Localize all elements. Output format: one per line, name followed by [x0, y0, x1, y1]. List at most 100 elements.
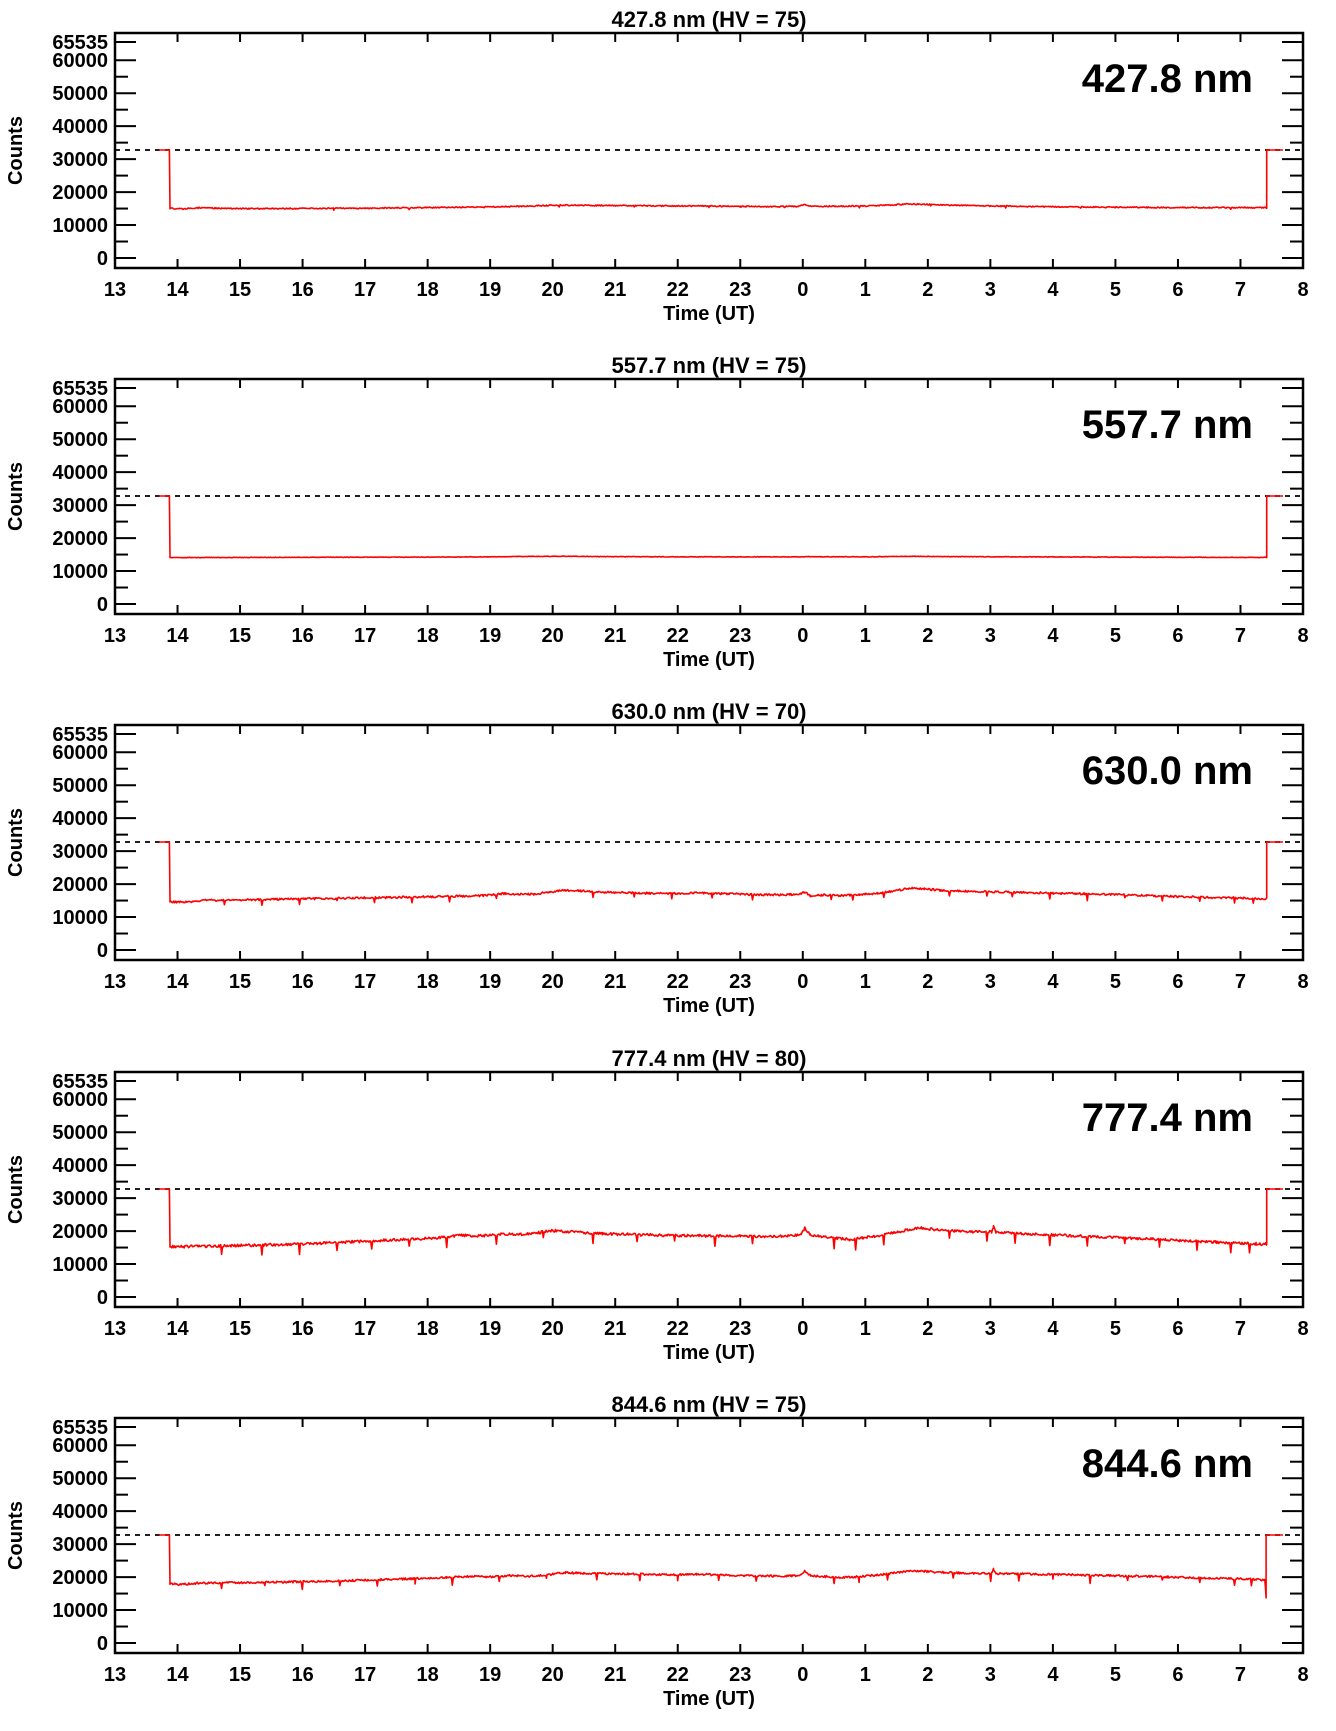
y-tick-label: 0 [97, 248, 108, 270]
y-tick-label: 0 [97, 1287, 108, 1309]
x-tick-label: 4 [1047, 279, 1059, 301]
x-axis-title: Time (UT) [663, 995, 755, 1017]
y-tick-label: 40000 [52, 808, 108, 830]
y-tick-label: 10000 [52, 215, 108, 237]
y-tick-label: 60000 [52, 396, 108, 418]
wavelength-label: 557.7 nm [1082, 403, 1253, 447]
x-tick-label: 0 [797, 1318, 808, 1340]
x-tick-label: 19 [479, 1318, 501, 1340]
data-line [158, 841, 1283, 907]
y-tick-label: 30000 [52, 1534, 108, 1556]
x-tick-label: 5 [1110, 1318, 1121, 1340]
y-tick-label: 10000 [52, 1600, 108, 1622]
x-tick-label: 19 [479, 971, 501, 993]
x-tick-label: 2 [922, 279, 933, 301]
x-tick-label: 15 [229, 1664, 251, 1686]
y-tick-label: 30000 [52, 495, 108, 517]
x-tick-label: 19 [479, 625, 501, 647]
y-tick-label: 30000 [52, 149, 108, 171]
wavelength-label: 844.6 nm [1082, 1442, 1253, 1486]
x-tick-label: 0 [797, 971, 808, 993]
y-tick-label: 60000 [52, 1435, 108, 1457]
x-tick-label: 14 [166, 1664, 189, 1686]
x-tick-label: 7 [1235, 279, 1246, 301]
x-tick-label: 22 [667, 971, 689, 993]
data-line [158, 1188, 1283, 1256]
x-tick-label: 2 [922, 1664, 933, 1686]
x-tick-label: 1 [860, 971, 871, 993]
x-axis-ticks: 13 14 15 16 17 18 19 20 21 22 23 0 1 2 3 4 5 6 7 8 [104, 379, 1309, 647]
x-tick-label: 23 [729, 625, 751, 647]
x-tick-label: 18 [417, 1318, 439, 1340]
x-tick-label: 20 [542, 1664, 564, 1686]
x-tick-label: 8 [1297, 1318, 1308, 1340]
x-tick-label: 18 [417, 279, 439, 301]
x-tick-label: 23 [729, 1318, 751, 1340]
x-tick-label: 21 [604, 1318, 626, 1340]
x-tick-label: 7 [1235, 1664, 1246, 1686]
y-axis-title: Counts [5, 116, 27, 185]
x-tick-label: 17 [354, 1664, 376, 1686]
x-tick-label: 16 [291, 1318, 313, 1340]
wavelength-label: 777.4 nm [1082, 1096, 1253, 1140]
chart-title: 427.8 nm (HV = 75) [611, 7, 806, 32]
x-tick-label: 0 [797, 625, 808, 647]
x-axis-title: Time (UT) [663, 649, 755, 671]
x-tick-label: 21 [604, 1664, 626, 1686]
x-tick-label: 16 [291, 1664, 313, 1686]
x-tick-label: 6 [1172, 625, 1183, 647]
x-tick-label: 2 [922, 625, 933, 647]
x-tick-label: 6 [1172, 279, 1183, 301]
x-tick-label: 3 [985, 1664, 996, 1686]
y-tick-label: 50000 [52, 1468, 108, 1490]
y-tick-label: 65535 [52, 1417, 108, 1439]
y-tick-label: 40000 [52, 116, 108, 138]
x-axis-ticks: 13 14 15 16 17 18 19 20 21 22 23 0 1 2 3 4 5 6 7 8 [104, 1418, 1309, 1686]
x-tick-label: 6 [1172, 971, 1183, 993]
x-tick-label: 22 [667, 1664, 689, 1686]
x-tick-label: 13 [104, 1318, 126, 1340]
data-line [158, 495, 1283, 559]
x-tick-label: 6 [1172, 1318, 1183, 1340]
x-tick-label: 1 [860, 1318, 871, 1340]
x-tick-label: 23 [729, 279, 751, 301]
chart-title: 630.0 nm (HV = 70) [611, 699, 806, 724]
x-tick-label: 13 [104, 279, 126, 301]
y-tick-label: 50000 [52, 83, 108, 105]
y-axis-title: Counts [5, 1501, 27, 1570]
x-axis-ticks: 13 14 15 16 17 18 19 20 21 22 23 0 1 2 3 4 5 6 7 8 [104, 1072, 1309, 1340]
y-tick-label: 10000 [52, 561, 108, 583]
x-tick-label: 23 [729, 971, 751, 993]
x-axis-ticks: 13 14 15 16 17 18 19 20 21 22 23 0 1 2 3 4 5 6 7 8 [104, 33, 1309, 301]
y-tick-label: 60000 [52, 50, 108, 72]
y-tick-label: 40000 [52, 1155, 108, 1177]
y-tick-label: 10000 [52, 1254, 108, 1276]
x-tick-label: 20 [542, 625, 564, 647]
chart-title: 844.6 nm (HV = 75) [611, 1392, 806, 1417]
x-axis-ticks: 13 14 15 16 17 18 19 20 21 22 23 0 1 2 3 4 5 6 7 8 [104, 725, 1309, 993]
x-tick-label: 15 [229, 971, 251, 993]
x-tick-label: 5 [1110, 1664, 1121, 1686]
x-tick-label: 20 [542, 1318, 564, 1340]
x-tick-label: 5 [1110, 971, 1121, 993]
y-tick-label: 20000 [52, 528, 108, 550]
wavelength-label: 427.8 nm [1082, 57, 1253, 101]
y-tick-label: 30000 [52, 841, 108, 863]
x-tick-label: 15 [229, 1318, 251, 1340]
chart-title: 777.4 nm (HV = 80) [611, 1046, 806, 1071]
x-tick-label: 0 [797, 1664, 808, 1686]
y-tick-label: 65535 [52, 378, 108, 400]
x-tick-label: 5 [1110, 279, 1121, 301]
chart-title: 557.7 nm (HV = 75) [611, 353, 806, 378]
x-tick-label: 7 [1235, 971, 1246, 993]
y-tick-label: 20000 [52, 874, 108, 896]
x-tick-label: 3 [985, 625, 996, 647]
